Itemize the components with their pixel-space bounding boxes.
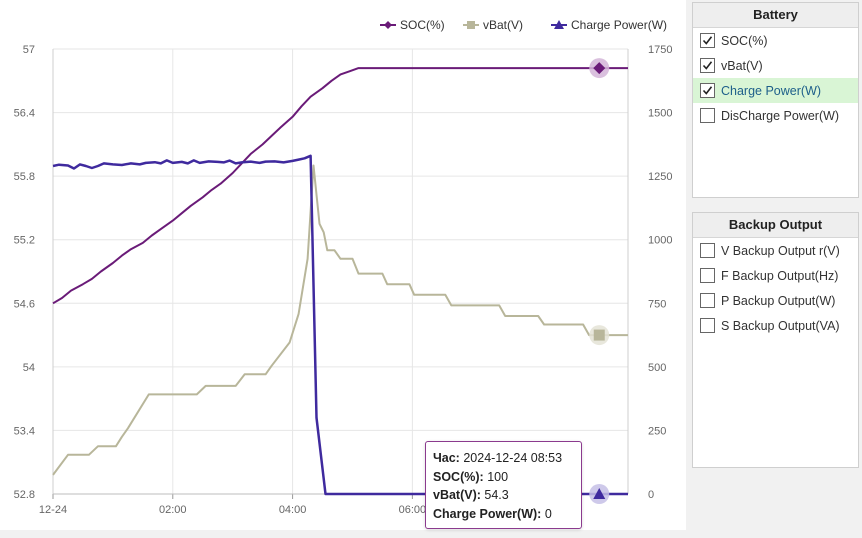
triangle-icon [554,20,564,29]
battery-item-soc[interactable]: SOC(%) [693,28,858,53]
x-tick-label: 04:00 [279,504,307,516]
tooltip-vbat-label: vBat(V): [433,488,481,502]
battery-panel: Battery SOC(%) vBat(V) Charge Power(W) D… [692,2,859,198]
battery-item-vbat-label: vBat(V) [721,58,763,73]
charge-power-checkbox[interactable] [700,83,715,98]
tooltip-vbat-row: vBat(V): 54.3 [433,486,574,505]
tooltip-vbat-value: 54.3 [484,488,509,502]
y-left-tick-label: 53.4 [14,425,35,437]
soc-checkbox[interactable] [700,33,715,48]
battery-item-vbat[interactable]: vBat(V) [693,53,858,78]
chart-legend[interactable]: SOC(%) vBat(V) Charge Power(W) [380,18,667,32]
tooltip-time-label: Час: [433,451,460,465]
y-right-tick-label: 500 [648,362,666,374]
backup-output-panel: Backup Output V Backup Output r(V) F Bac… [692,212,859,468]
backup-frequency-checkbox[interactable] [700,268,715,283]
backup-item-frequency-label: F Backup Output(Hz) [721,268,839,283]
y-left-tick-label: 55.8 [14,171,35,183]
backup-item-power-label: P Backup Output(W) [721,293,836,308]
backup-item-power[interactable]: P Backup Output(W) [693,288,858,313]
tooltip-power-row: Charge Power(W): 0 [433,505,574,524]
legend-item-soc[interactable]: SOC(%) [380,18,445,32]
tooltip-time-value: 2024-12-24 08:53 [463,451,563,465]
y-left-tick-label: 52.8 [14,489,35,501]
y-left-tick-label: 54.6 [14,298,35,310]
charge-power-point-marker [593,488,606,499]
x-tick-label: 06:00 [399,504,427,516]
y-left-tick-label: 56.4 [14,108,35,120]
soc-point-marker [593,62,606,75]
battery-item-discharge-power[interactable]: DisCharge Power(W) [693,103,858,128]
chart-area: 52.8 53.4 54 54.6 55.2 55.8 56.4 57 0 250 500 750 10… [0,0,686,530]
backup-item-apparent-power-label: S Backup Output(VA) [721,318,840,333]
legend-label: Charge Power(W) [571,18,667,32]
backup-item-frequency[interactable]: F Backup Output(Hz) [693,263,858,288]
line-chart: 52.8 53.4 54 54.6 55.2 55.8 56.4 57 0 250 500 750 10… [14,18,673,516]
y-left-tick-label: 55.2 [14,235,35,247]
battery-item-soc-label: SOC(%) [721,33,768,48]
y-right-tick-label: 1750 [648,44,672,56]
tooltip-power-value: 0 [544,506,552,521]
y-right-tick-label: 250 [648,425,666,437]
battery-panel-title: Battery [693,3,858,28]
battery-item-discharge-power-label: DisCharge Power(W) [721,108,840,123]
backup-item-apparent-power[interactable]: S Backup Output(VA) [693,313,858,338]
tooltip-soc-row: SOC(%): 100 [433,468,574,487]
series-lines [52,67,628,496]
series-line-vbat-v [52,164,628,476]
grid-lines [52,48,628,495]
series-line-soc [52,67,628,305]
y-right-tick-label: 750 [648,298,666,310]
y-left-tick-label: 57 [23,44,35,56]
y-right-tick-label: 1000 [648,235,672,247]
backup-item-voltage[interactable]: V Backup Output r(V) [693,238,858,263]
x-tick-label: 12-24 [39,504,67,516]
discharge-power-checkbox[interactable] [700,108,715,123]
chart-tooltip: Час: 2024-12-24 08:53 SOC(%): 100 vBat(V… [425,441,582,529]
vbat-checkbox[interactable] [700,58,715,73]
battery-item-charge-power-label: Charge Power(W) [721,83,822,98]
y-left-tick-label: 54 [23,362,35,374]
tooltip-soc-value: 100 [487,469,509,484]
legend-item-vbat-v[interactable]: vBat(V) [463,18,523,32]
y-right-tick-label: 0 [648,489,654,501]
backup-power-checkbox[interactable] [700,293,715,308]
series-line-charge-power-w [52,154,628,496]
tooltip-soc-label: SOC(%): [433,469,484,484]
legend-item-charge-power-w[interactable]: Charge Power(W) [551,18,667,32]
backup-panel-title: Backup Output [693,213,858,238]
end-markers [589,58,610,504]
tooltip-time-row: Час: 2024-12-24 08:53 [433,449,574,468]
backup-voltage-checkbox[interactable] [700,243,715,258]
backup-item-voltage-label: V Backup Output r(V) [721,243,840,258]
battery-item-charge-power[interactable]: Charge Power(W) [693,78,858,103]
legend-label: SOC(%) [400,18,445,32]
vbat-point-marker [593,329,605,341]
x-tick-label: 02:00 [159,504,187,516]
diamond-icon [384,21,392,29]
y-right-tick-label: 1250 [648,171,672,183]
legend-label: vBat(V) [483,18,523,32]
tooltip-power-label: Charge Power(W): [433,506,542,521]
backup-apparent-power-checkbox[interactable] [700,318,715,333]
square-icon [467,21,475,29]
y-right-tick-label: 1500 [648,108,672,120]
